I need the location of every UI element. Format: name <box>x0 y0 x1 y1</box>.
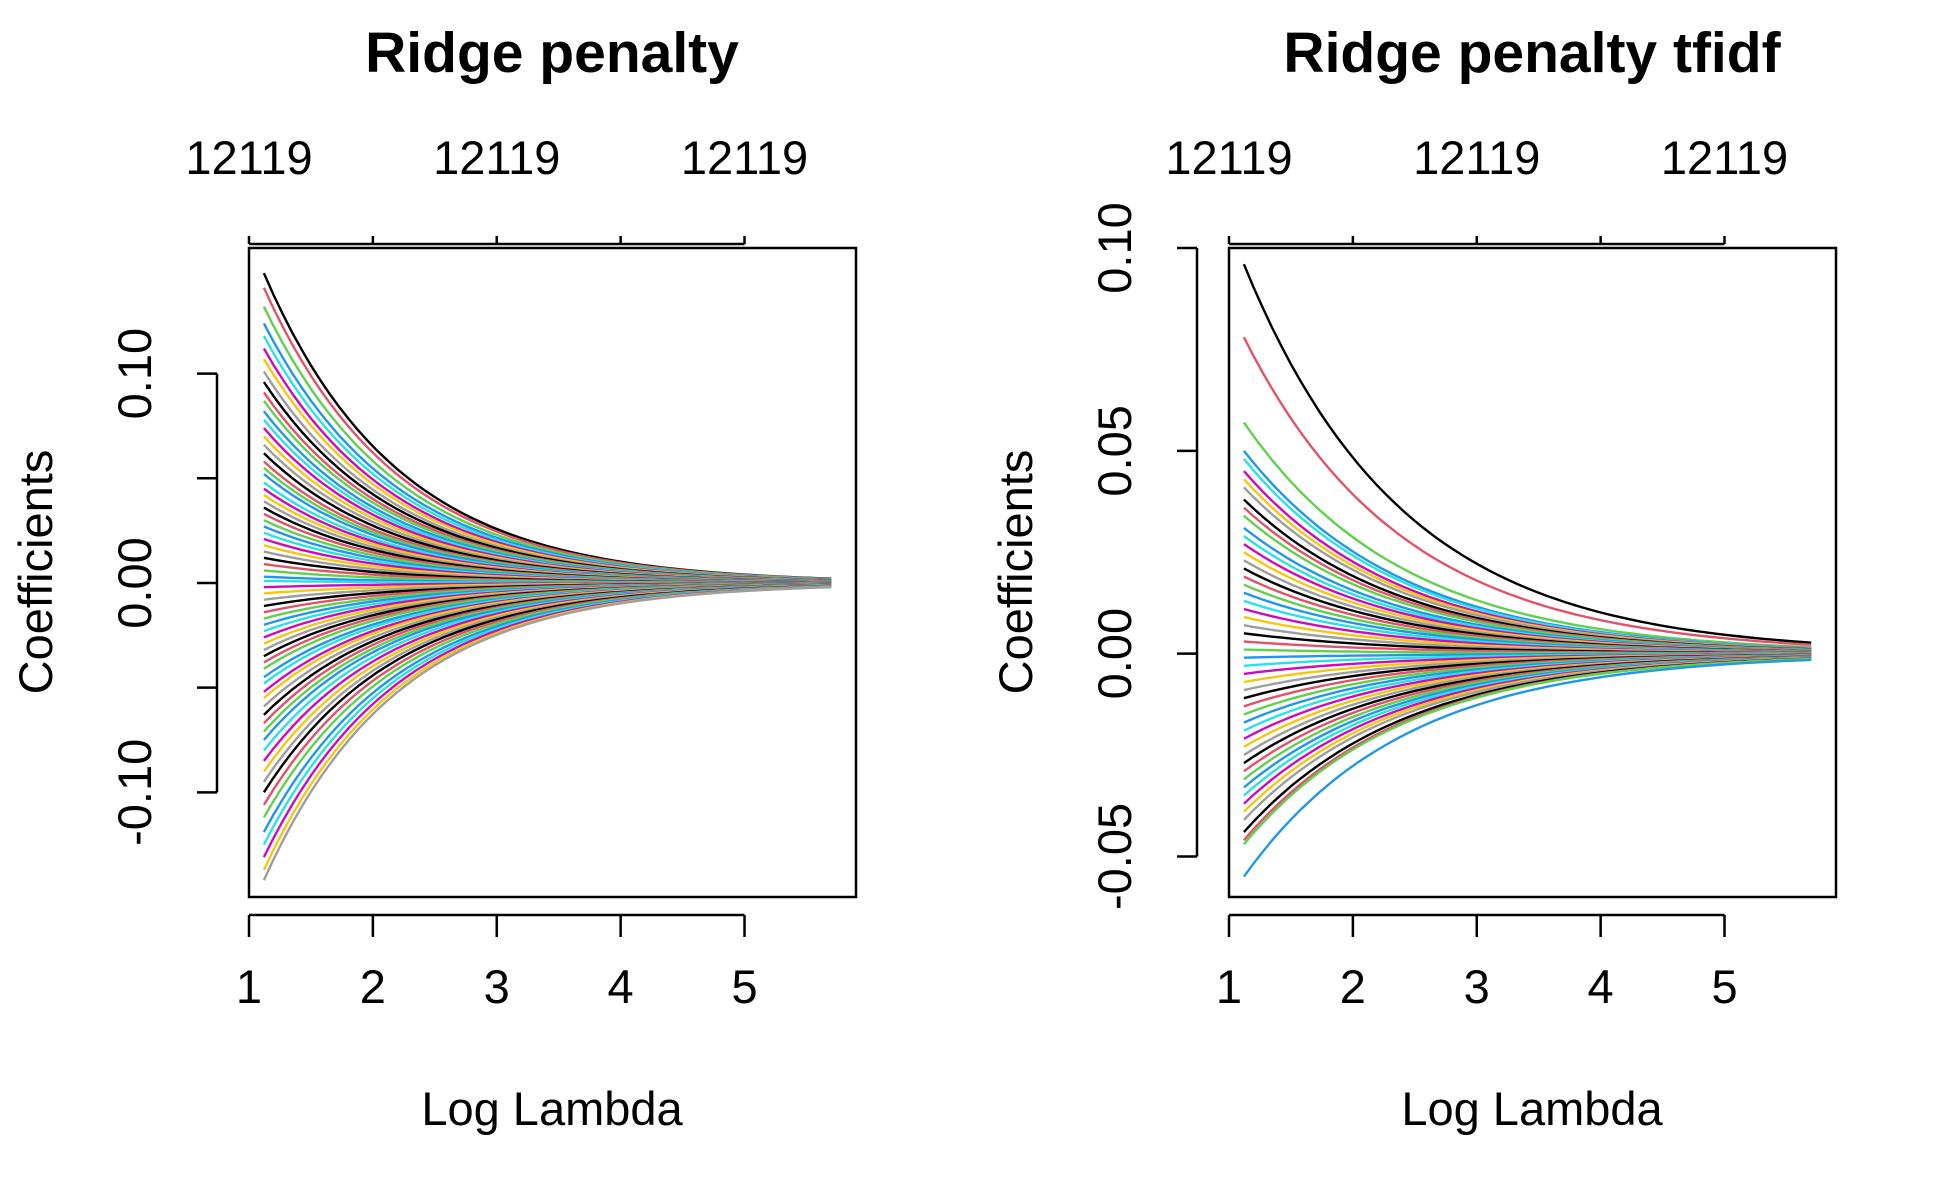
coefficient-paths <box>1242 263 1812 878</box>
top-tick-label: 12119 <box>1661 131 1788 184</box>
x-tick-label: 3 <box>484 960 510 1013</box>
x-tick-label: 1 <box>236 960 262 1013</box>
coefficient-paths <box>262 272 832 881</box>
coefficient-path <box>1242 336 1812 646</box>
coefficient-path <box>262 287 832 580</box>
top-tick-label: 12119 <box>1165 131 1292 184</box>
top-tick-label: 12119 <box>433 131 560 184</box>
plot-frame <box>247 246 858 899</box>
x-axis-label: Log Lambda <box>421 1082 683 1135</box>
coefficient-path <box>262 586 832 881</box>
top-axis: 12119 12119 12119 <box>185 131 808 246</box>
chart-panel-ridge-tfidf: Ridge penalty tfidf 1 2 3 4 5 -0.05 0.00 0.05 0… <box>989 21 1838 1135</box>
x-tick-label: 5 <box>1711 960 1737 1013</box>
top-tick-label: 12119 <box>1413 131 1540 184</box>
y-axis: -0.10 0.00 0.10 <box>108 328 219 846</box>
chart-title: Ridge penalty tfidf <box>1283 21 1781 85</box>
y-axis-label: Coefficients <box>989 450 1042 695</box>
top-tick-label: 12119 <box>185 131 312 184</box>
chart-title: Ridge penalty <box>365 21 739 85</box>
x-tick-label: 1 <box>1216 960 1242 1013</box>
x-tick-label: 3 <box>1464 960 1490 1013</box>
x-axis: 1 2 3 4 5 <box>236 913 758 1013</box>
top-tick-label: 12119 <box>681 131 808 184</box>
y-tick-label: 0.00 <box>108 537 161 628</box>
coefficient-path <box>1242 458 1812 650</box>
x-tick-label: 5 <box>731 960 757 1013</box>
y-axis-label: Coefficients <box>9 450 62 695</box>
y-tick-label: 0.10 <box>1088 202 1141 293</box>
coefficient-path <box>1242 657 1812 846</box>
y-tick-label: 0.05 <box>1088 405 1141 496</box>
x-axis: 1 2 3 4 5 <box>1216 913 1738 1013</box>
x-axis-label: Log Lambda <box>1401 1082 1663 1135</box>
x-tick-label: 2 <box>1340 960 1366 1013</box>
x-tick-label: 4 <box>608 960 634 1013</box>
y-tick-label: -0.05 <box>1088 803 1141 910</box>
coefficient-path <box>1242 658 1812 878</box>
y-tick-label: 0.10 <box>108 328 161 419</box>
y-tick-label: -0.10 <box>108 739 161 846</box>
coefficient-path <box>1242 263 1812 644</box>
x-tick-label: 2 <box>360 960 386 1013</box>
coefficient-path <box>262 306 832 581</box>
top-axis: 12119 12119 12119 <box>1165 131 1788 246</box>
coefficient-path <box>1242 421 1812 649</box>
plot-frame <box>1227 246 1838 899</box>
y-tick-label: 0.00 <box>1088 608 1141 699</box>
x-tick-label: 4 <box>1588 960 1614 1013</box>
coefficient-path <box>262 585 832 833</box>
y-axis: -0.05 0.00 0.05 0.10 <box>1088 202 1199 910</box>
